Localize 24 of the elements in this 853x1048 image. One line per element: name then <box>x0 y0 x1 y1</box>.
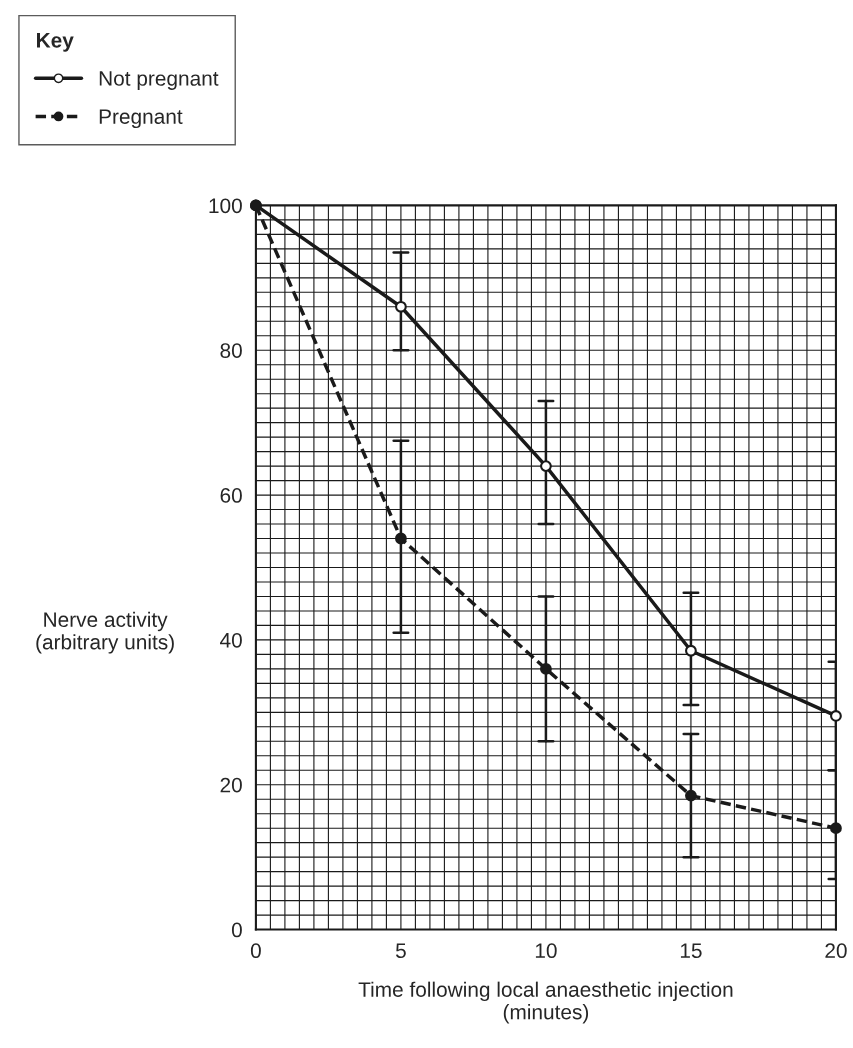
x-axis-title: Time following local anaesthetic injection (minutes) <box>358 981 733 1024</box>
x-tick-label: 0 <box>250 943 261 959</box>
y-tick-label: 100 <box>209 198 242 214</box>
y-tick-label: 40 <box>220 632 242 648</box>
legend-title: Key <box>37 33 74 52</box>
point <box>685 789 697 802</box>
y-axis-title: Nerve activity (arbitrary units) <box>36 611 174 654</box>
x-tick-label: 5 <box>395 943 406 959</box>
point <box>395 300 407 313</box>
legend-label: Pregnant <box>99 109 183 129</box>
point <box>395 532 407 545</box>
point <box>540 460 552 473</box>
y-tick-label: 60 <box>220 488 242 503</box>
legend-label: Not pregnant <box>99 71 219 90</box>
point <box>830 822 842 835</box>
y-tick-label: 20 <box>220 777 242 793</box>
point <box>685 644 697 657</box>
x-tick-label: 10 <box>535 943 557 959</box>
y-tick-label: 0 <box>231 922 242 938</box>
x-tick-label: 15 <box>680 943 702 959</box>
point <box>540 662 552 675</box>
x-tick-label: 20 <box>825 943 847 959</box>
point <box>830 710 842 722</box>
y-tick-label: 80 <box>220 343 242 358</box>
